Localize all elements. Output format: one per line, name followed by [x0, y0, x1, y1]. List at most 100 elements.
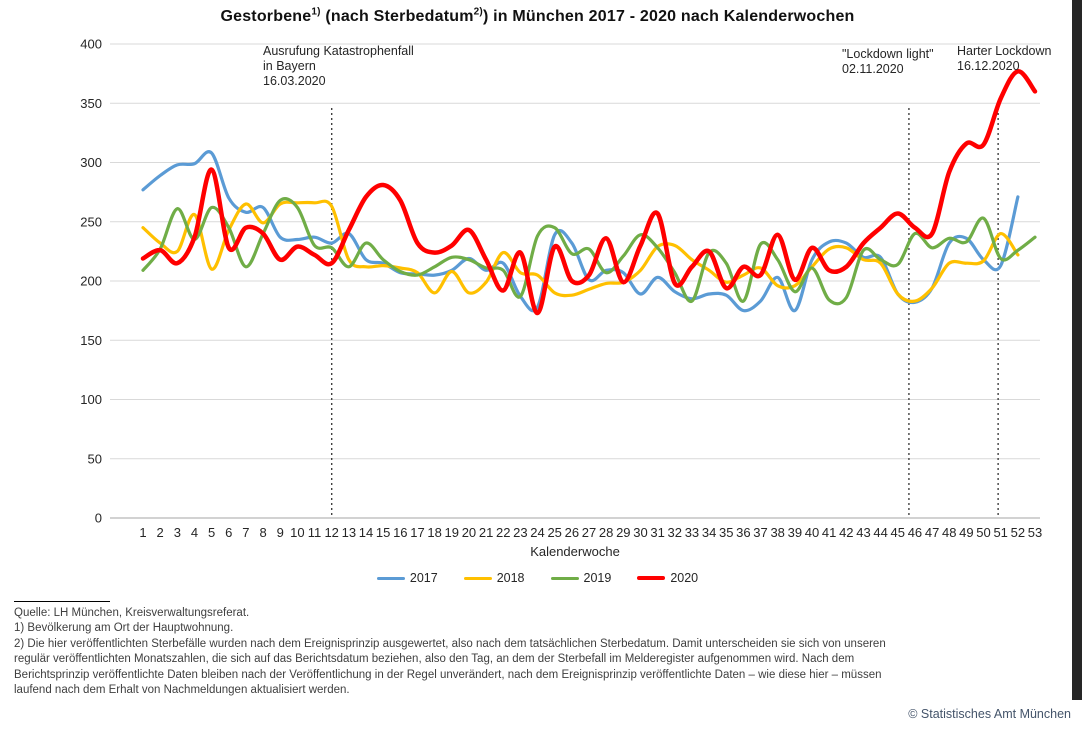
annotation-date: 16.12.2020 — [957, 59, 1020, 73]
x-tick-label-40: 40 — [805, 525, 819, 540]
y-tick-label-300: 300 — [80, 155, 102, 170]
series-line-2018 — [141, 199, 1020, 303]
x-tick-label-12: 12 — [324, 525, 338, 540]
x-tick-label-50: 50 — [976, 525, 990, 540]
chart-legend: 2017 2018 2019 2020 — [0, 571, 1075, 585]
x-tick-label-10: 10 — [290, 525, 304, 540]
source-line: Quelle: LH München, Kreisverwaltungsrefe… — [14, 607, 250, 619]
y-axis-title: Gestorbene — [0, 277, 75, 293]
footnote-separator — [14, 601, 110, 602]
annotation-line: Harter Lockdown — [957, 44, 1052, 58]
annotation-line: Ausrufung Katastrophenfall — [263, 44, 414, 58]
y-tick-label-50: 50 — [88, 451, 102, 466]
x-tick-label-45: 45 — [891, 525, 905, 540]
x-tick-label-6: 6 — [225, 525, 232, 540]
y-tick-label-100: 100 — [80, 392, 102, 407]
legend-line-swatch-2018 — [463, 576, 492, 580]
x-tick-label-47: 47 — [925, 525, 939, 540]
x-tick-label-29: 29 — [616, 525, 630, 540]
footnote-2: Berichtsprinzip veröffentlichte Daten bl… — [14, 668, 882, 681]
series-line-2019 — [141, 197, 1037, 306]
footnote-2: 2) Die hier veröffentlichten Sterbefälle… — [14, 637, 886, 650]
x-tick-label-11: 11 — [308, 525, 322, 540]
x-tick-label-15: 15 — [376, 525, 390, 540]
x-tick-label-2: 2 — [157, 525, 164, 540]
chart-title: Gestorbene1) (nach Sterbedatum2)) in Mün… — [0, 6, 1075, 26]
annotation-lockdown-light: "Lockdown light" 02.11.2020 — [842, 47, 934, 77]
legend-item-2020: 2020 — [637, 571, 698, 585]
x-tick-label-18: 18 — [427, 525, 441, 540]
x-tick-label-36: 36 — [736, 525, 750, 540]
y-tick-label-200: 200 — [80, 274, 102, 289]
legend-label: 2017 — [409, 571, 438, 585]
legend-label: 2020 — [670, 571, 699, 585]
x-tick-label-37: 37 — [753, 525, 767, 540]
x-tick-label-23: 23 — [513, 525, 527, 540]
x-tick-label-22: 22 — [496, 525, 510, 540]
legend-item-2018: 2018 — [463, 571, 525, 585]
x-tick-label-32: 32 — [668, 525, 682, 540]
x-tick-label-48: 48 — [942, 525, 956, 540]
y-tick-label-350: 350 — [80, 96, 102, 111]
x-tick-label-5: 5 — [208, 525, 215, 540]
y-tick-label-150: 150 — [80, 333, 102, 348]
x-tick-label-3: 3 — [174, 525, 181, 540]
window-edge-strip — [1072, 0, 1082, 700]
annotation-line: "Lockdown light" — [842, 47, 934, 61]
x-tick-label-13: 13 — [342, 525, 356, 540]
annotation-date: 16.03.2020 — [263, 74, 326, 88]
x-tick-label-38: 38 — [770, 525, 784, 540]
x-tick-label-25: 25 — [547, 525, 561, 540]
x-tick-label-39: 39 — [788, 525, 802, 540]
footnote-2: laufend nach dem Erhalt von Nachmeldunge… — [14, 684, 350, 697]
x-tick-label-19: 19 — [445, 525, 459, 540]
x-tick-label-1: 1 — [139, 525, 146, 540]
annotation-harter-lockdown: Harter Lockdown 16.12.2020 — [957, 44, 1052, 74]
x-tick-label-41: 41 — [822, 525, 836, 540]
title-text: ) in München 2017 - 2020 nach Kalenderwo… — [482, 8, 855, 25]
x-tick-label-44: 44 — [873, 525, 887, 540]
x-tick-label-8: 8 — [259, 525, 266, 540]
legend-line-swatch-2017 — [376, 576, 405, 580]
x-tick-label-24: 24 — [530, 525, 544, 540]
x-tick-label-30: 30 — [633, 525, 647, 540]
x-tick-label-21: 21 — [479, 525, 493, 540]
x-tick-label-26: 26 — [565, 525, 579, 540]
title-footnote-marker-1: 1) — [311, 6, 321, 18]
series-line-2020 — [140, 69, 1038, 316]
x-tick-label-49: 49 — [959, 525, 973, 540]
footnotes: Quelle: LH München, Kreisverwaltungsrefe… — [14, 601, 1064, 698]
x-tick-label-17: 17 — [410, 525, 424, 540]
y-tick-label-400: 400 — [80, 37, 102, 52]
x-tick-label-42: 42 — [839, 525, 853, 540]
x-axis-title: Kalenderwoche — [530, 544, 620, 559]
x-tick-label-33: 33 — [685, 525, 699, 540]
annotation-katastrophenfall: Ausrufung Katastrophenfall in Bayern 16.… — [263, 44, 414, 89]
title-text: (nach Sterbedatum — [320, 8, 474, 25]
x-tick-label-9: 9 — [277, 525, 284, 540]
footnote-2: regulär veröffentlichten Monatszahlen, d… — [14, 653, 855, 666]
copyright-notice: © Statistisches Amt München — [908, 707, 1071, 721]
x-tick-label-52: 52 — [1011, 525, 1025, 540]
y-tick-label-250: 250 — [80, 214, 102, 229]
x-tick-label-43: 43 — [856, 525, 870, 540]
title-footnote-marker-2: 2) — [473, 6, 483, 18]
x-tick-label-53: 53 — [1028, 525, 1042, 540]
legend-line-swatch-2019 — [550, 576, 579, 580]
x-tick-label-16: 16 — [393, 525, 407, 540]
series-line-2017 — [141, 150, 1020, 313]
legend-label: 2019 — [583, 571, 612, 585]
annotation-line: in Bayern — [263, 59, 316, 73]
footnote-1: 1) Bevölkerung am Ort der Hauptwohnung. — [14, 622, 234, 635]
y-tick-label-0: 0 — [95, 511, 102, 526]
title-text: Gestorbene — [220, 8, 312, 25]
x-tick-label-28: 28 — [599, 525, 613, 540]
legend-item-2017: 2017 — [376, 571, 438, 585]
x-tick-label-4: 4 — [191, 525, 198, 540]
x-tick-label-46: 46 — [908, 525, 922, 540]
annotation-date: 02.11.2020 — [842, 62, 904, 76]
x-tick-label-31: 31 — [650, 525, 664, 540]
x-tick-label-35: 35 — [719, 525, 733, 540]
legend-item-2019: 2019 — [550, 571, 612, 585]
